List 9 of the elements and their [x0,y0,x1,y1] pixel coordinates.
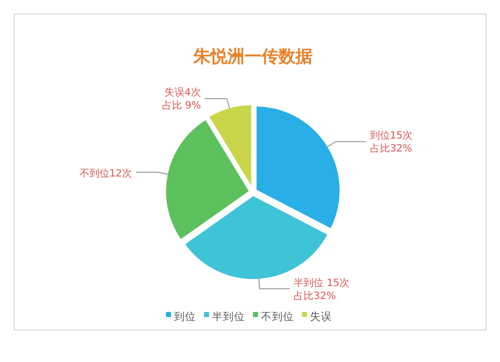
data-label: 到位15次占比32% [370,130,413,155]
legend-label: 不到位 [261,310,294,323]
legend-label: 到位 [174,310,196,323]
data-label: 半到位 15次占比32% [294,276,350,302]
data-label: 不到位12次 [79,167,132,180]
legend-label: 半到位 [212,310,245,323]
data-label: 失误4次占比 9% [162,86,201,112]
legend-label: 失误 [310,310,332,323]
chart-title: 朱悦洲一传数据 [192,47,312,67]
